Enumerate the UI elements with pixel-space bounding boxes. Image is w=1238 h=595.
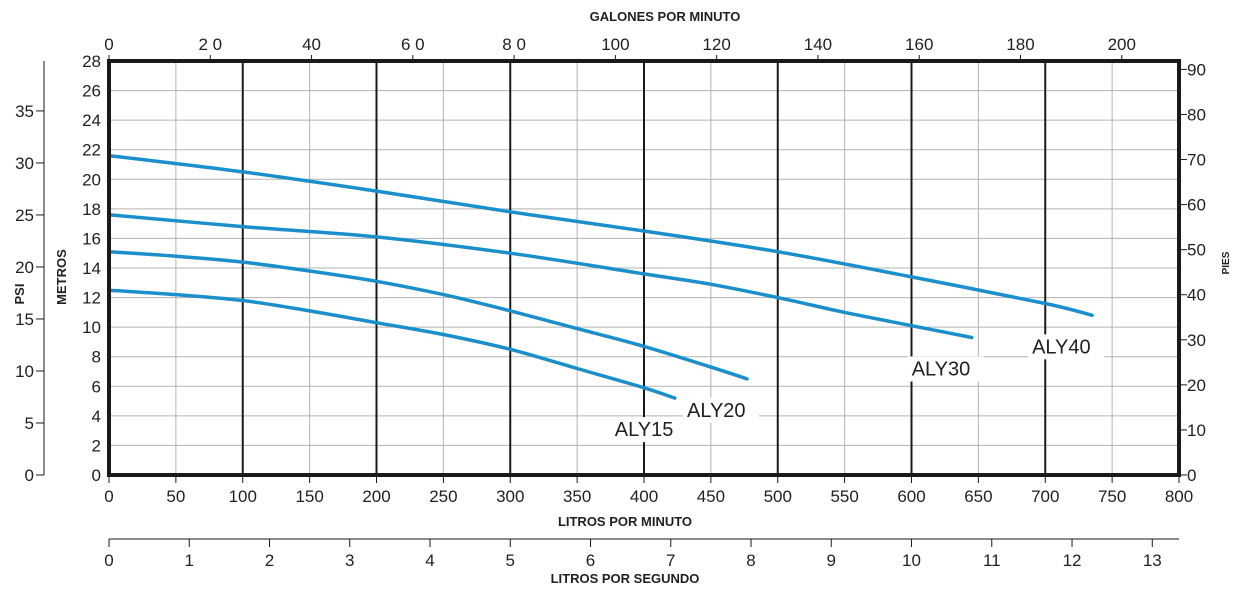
series-label-bg: [610, 417, 687, 443]
tick-label-psi: 30: [15, 154, 34, 173]
series-label-aly30: ALY30: [912, 358, 971, 380]
tick-label-pies: 70: [1187, 151, 1206, 170]
tick-label-gpm: 8 0: [502, 35, 526, 54]
tick-label-metros: 24: [82, 111, 101, 130]
tick-label-metros: 10: [82, 318, 101, 337]
tick-label-lps: 3: [345, 551, 354, 570]
tick-label-metros: 14: [82, 259, 101, 278]
tick-label-gpm: 140: [804, 35, 832, 54]
tick-label-metros: 8: [92, 348, 101, 367]
tick-label-lpm: 350: [563, 487, 591, 506]
series-label-bg: [907, 356, 984, 382]
tick-label-lpm: 100: [229, 487, 257, 506]
pies-axis-title: PIES: [1221, 251, 1232, 274]
tick-label-lps: 6: [586, 551, 595, 570]
tick-label-lpm: 800: [1165, 487, 1193, 506]
series-line-aly40: [107, 153, 1094, 318]
series-label-bg: [682, 397, 759, 423]
tick-label-gpm: 160: [905, 35, 933, 54]
tick-label-psi: 5: [25, 414, 34, 433]
tick-label-lpm: 50: [166, 487, 185, 506]
tick-label-lpm: 150: [295, 487, 323, 506]
tick-label-lps: 12: [1063, 551, 1082, 570]
tick-label-gpm: 2 0: [198, 35, 222, 54]
tick-label-lps: 7: [666, 551, 675, 570]
series-line-aly30: [107, 213, 974, 340]
tick-label-lpm: 200: [362, 487, 390, 506]
tick-label-metros: 28: [82, 52, 101, 71]
tick-label-metros: 26: [82, 82, 101, 101]
tick-label-pies: 0: [1187, 466, 1196, 485]
tick-label-lps: 2: [265, 551, 274, 570]
tick-label-gpm: 100: [601, 35, 629, 54]
tick-label-lpm: 300: [496, 487, 524, 506]
tick-label-gpm: 180: [1006, 35, 1034, 54]
tick-label-pies: 90: [1187, 60, 1206, 79]
top-axis-title: GALONES POR MINUTO: [590, 9, 741, 24]
tick-label-lpm: 550: [830, 487, 858, 506]
tick-label-gpm: 200: [1108, 35, 1136, 54]
tick-label-metros: 4: [92, 407, 101, 426]
tick-label-gpm: 120: [702, 35, 730, 54]
lps-axis-title: LITROS POR SEGUNDO: [551, 571, 700, 586]
tick-label-pies: 10: [1187, 421, 1206, 440]
bottom-axis-title: LITROS POR MINUTO: [558, 514, 692, 529]
series-label-aly40: ALY40: [1032, 336, 1091, 358]
tick-label-metros: 22: [82, 141, 101, 160]
tick-label-lpm: 600: [897, 487, 925, 506]
series-label-aly15: ALY15: [615, 419, 674, 441]
tick-label-lpm: 750: [1098, 487, 1126, 506]
tick-label-psi: 0: [25, 466, 34, 485]
tick-label-lps: 11: [983, 551, 1001, 570]
tick-label-pies: 60: [1187, 196, 1206, 215]
tick-label-psi: 15: [15, 310, 34, 329]
tick-label-gpm: 0: [104, 35, 113, 54]
tick-label-lps: 5: [506, 551, 515, 570]
tick-label-pies: 40: [1187, 286, 1206, 305]
tick-label-pies: 30: [1187, 331, 1206, 350]
series-label-bg: [1028, 334, 1105, 360]
series-label-aly20: ALY20: [687, 400, 746, 422]
tick-label-pies: 20: [1187, 376, 1206, 395]
tick-label-metros: 18: [82, 200, 101, 219]
tick-label-metros: 20: [82, 170, 101, 189]
tick-label-lpm: 650: [964, 487, 992, 506]
tick-label-psi: 20: [15, 258, 34, 277]
tick-label-metros: 2: [92, 436, 101, 455]
metros-axis-title: METROS: [54, 249, 69, 305]
tick-label-pies: 80: [1187, 105, 1206, 124]
tick-label-metros: 16: [82, 229, 101, 248]
tick-label-lpm: 450: [697, 487, 725, 506]
series-line-aly15: [107, 288, 677, 400]
tick-label-lpm: 700: [1031, 487, 1059, 506]
tick-label-lpm: 500: [764, 487, 792, 506]
tick-label-psi: 35: [15, 102, 34, 121]
tick-label-psi: 25: [15, 206, 34, 225]
series-line-aly20: [107, 249, 749, 381]
tick-label-lps: 10: [902, 551, 921, 570]
tick-label-metros: 6: [92, 377, 101, 396]
tick-label-lps: 1: [185, 551, 194, 570]
tick-label-lps: 13: [1143, 551, 1162, 570]
tick-label-lps: 4: [425, 551, 434, 570]
tick-label-metros: 12: [82, 289, 101, 308]
tick-label-gpm: 40: [302, 35, 321, 54]
tick-label-lps: 8: [746, 551, 755, 570]
tick-label-metros: 0: [92, 466, 101, 485]
tick-label-psi: 10: [15, 362, 34, 381]
tick-label-lpm: 400: [630, 487, 658, 506]
tick-label-lpm: 0: [104, 487, 113, 506]
tick-label-pies: 50: [1187, 241, 1206, 260]
tick-label-gpm: 6 0: [401, 35, 425, 54]
tick-label-lps: 9: [827, 551, 836, 570]
tick-label-lpm: 250: [429, 487, 457, 506]
psi-axis-title: PSI: [12, 284, 27, 305]
tick-label-lps: 0: [104, 551, 113, 570]
